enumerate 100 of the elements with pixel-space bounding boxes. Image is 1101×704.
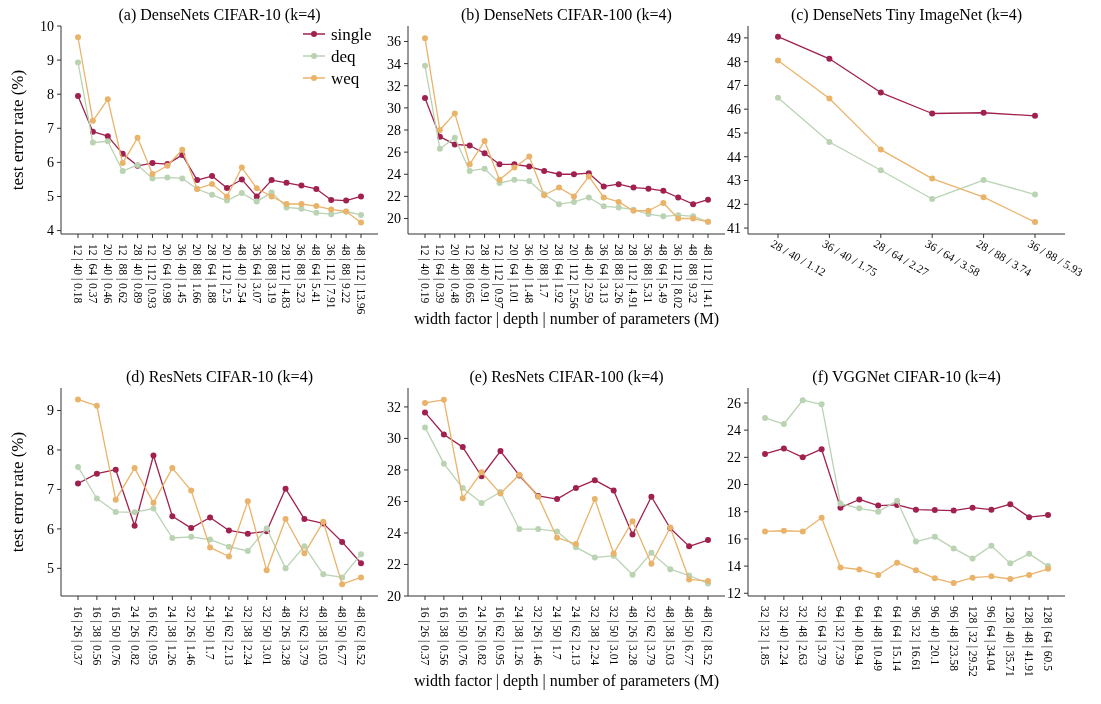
y-tick-label: 30: [387, 431, 401, 447]
y-tick-label: 20: [387, 588, 401, 604]
y-tick-label: 42: [727, 197, 741, 213]
y-tick-label: 32: [387, 399, 401, 415]
x-tick-label: 32 | 50 | 3.01: [606, 606, 620, 666]
x-axis-title: width factor | depth | number of parameters (M): [414, 672, 719, 690]
y-tick-label: 20: [387, 211, 401, 227]
x-tick-label: 48 | 40 | 2.54: [234, 244, 248, 304]
legend-label: deq: [331, 46, 357, 66]
x-tick-label: 28 | 88 | 3.26: [611, 244, 625, 304]
x-tick-label: 28 | 112 | 4.91: [626, 244, 640, 309]
y-tick-label: 41: [727, 220, 741, 236]
x-tick-label: 12 | 64 | 0.37: [85, 244, 99, 304]
x-tick-label: 32 | 62 | 3.79: [297, 606, 311, 666]
y-tick-label: 5: [47, 561, 54, 577]
y-tick-label: 20: [727, 477, 741, 493]
x-tick-label: 16 | 26 | 0.37: [70, 606, 84, 666]
x-tick-label: 48 | 64 | 5.41: [309, 244, 323, 304]
y-tick-label: 8: [47, 442, 54, 458]
y-tick-label: 48: [727, 54, 741, 70]
x-tick-label: 64 | 64 | 15.14: [890, 606, 904, 672]
x-tick-label: 20 | 88 | 1.7: [537, 244, 551, 298]
x-axis-title: width factor | depth | number of parameters (M): [414, 310, 719, 328]
y-axis-title: test error rate (%): [8, 431, 27, 553]
x-tick-label: 48 | 26 | 3.28: [625, 606, 639, 666]
x-tick-label: 64 | 40 | 8.94: [852, 606, 866, 666]
y-tick-label: 28: [387, 462, 401, 478]
x-tick-label: 48 | 88 | 9.22: [339, 244, 353, 304]
x-tick-label: 28 | 40 | 0.89: [130, 244, 144, 304]
chart-title: (f) VGGNet CIFAR-10 (k=4): [812, 368, 1001, 386]
x-tick-label: 48 | 50 | 6.77: [682, 606, 696, 666]
x-tick-label: 48 | 38 | 5.03: [663, 606, 677, 666]
x-tick-label: 96 | 40 | 20.1: [927, 606, 941, 666]
x-tick-label: 36 | 40 | 1.45: [175, 244, 189, 304]
x-tick-label: 48 | 88 | 9.32: [686, 244, 700, 304]
legend-label: weq: [331, 68, 360, 88]
x-tick-label: 128 | 32 | 29.52: [965, 606, 979, 677]
x-tick-label: 16 | 38 | 0.56: [89, 606, 103, 666]
y-tick-label: 14: [727, 558, 741, 574]
x-tick-label: 24 | 26 | 0.82: [474, 606, 488, 666]
x-tick-label: 36 | 88 | 5.31: [641, 244, 655, 304]
y-tick-label: 32: [387, 78, 401, 94]
x-tick-label: 32 | 38 | 2.24: [240, 606, 254, 666]
x-tick-label: 64 | 32 | 7.39: [833, 606, 847, 666]
y-tick-label: 44: [727, 149, 741, 165]
x-tick-label: 20 | 40 | 0.46: [100, 244, 114, 304]
y-tick-label: 22: [387, 189, 401, 205]
y-tick-label: 49: [727, 30, 741, 46]
x-tick-label: 20 | 88 | 1.66: [190, 244, 204, 304]
x-tick-label: 32 | 50 | 3.01: [259, 606, 273, 666]
x-tick-label: 16 | 38 | 0.56: [436, 606, 450, 666]
chart-title: (c) DenseNets Tiny ImageNet (k=4): [790, 6, 1023, 24]
x-tick-label: 20 | 64 | 1.01: [507, 244, 521, 304]
x-tick-label: 48 | 38 | 5.03: [316, 606, 330, 666]
y-tick-label: 47: [727, 78, 741, 94]
x-tick-label: 24 | 50 | 1.7: [203, 606, 217, 660]
y-tick-label: 46: [727, 102, 741, 118]
x-tick-label: 12 | 40 | 0.19: [417, 244, 431, 304]
chart-title: (a) DenseNets CIFAR-10 (k=4): [118, 6, 321, 24]
x-tick-label: 128 | 40 | 35.71: [1003, 606, 1017, 677]
x-tick-label: 36 | 64 | 3.13: [596, 244, 610, 304]
x-tick-label: 16 | 62 | 0.95: [146, 606, 160, 666]
y-tick-label: 16: [727, 531, 741, 547]
x-tick-label: 64 | 48 | 10.49: [871, 606, 885, 672]
y-tick-label: 10: [40, 18, 54, 34]
y-tick-label: 12: [727, 586, 741, 602]
x-tick-label: 48 | 112 | 13.96: [353, 244, 367, 315]
x-tick-label: 12 | 64 | 0.39: [432, 244, 446, 304]
y-axis-title: test error rate (%): [8, 69, 27, 191]
x-tick-label: 32 | 48 | 2.63: [795, 606, 809, 666]
x-tick-label: 16 | 50 | 0.76: [455, 606, 469, 666]
y-tick-label: 24: [727, 423, 741, 439]
y-tick-label: 22: [387, 557, 401, 573]
x-tick-label: 48 | 64 | 5.49: [656, 244, 670, 304]
y-tick-label: 22: [727, 450, 741, 466]
x-tick-label: 24 | 62 | 2.13: [221, 606, 235, 666]
y-tick-label: 7: [47, 482, 54, 498]
y-tick-label: 26: [727, 395, 741, 411]
y-tick-label: 8: [47, 87, 54, 103]
y-tick-label: 18: [727, 504, 741, 520]
x-tick-label: 36 | 40 | 1.48: [522, 244, 536, 304]
y-tick-label: 5: [47, 189, 54, 205]
x-tick-label: 48 | 50 | 6.77: [335, 606, 349, 666]
x-tick-label: 12 | 88 | 0.62: [115, 244, 129, 304]
x-tick-label: 48 | 62 | 8.52: [700, 606, 714, 666]
y-tick-label: 45: [727, 125, 741, 141]
y-tick-label: 4: [47, 223, 54, 239]
x-tick-label: 32 | 26 | 1.46: [531, 606, 545, 666]
y-tick-label: 36: [387, 34, 401, 50]
x-tick-label: 36 | 112 | 8.02: [671, 244, 685, 309]
x-tick-label: 20 | 64 | 0.98: [160, 244, 174, 304]
x-tick-label: 12 | 112 | 0.93: [145, 244, 159, 309]
chart-title: (d) ResNets CIFAR-10 (k=4): [126, 368, 313, 386]
x-tick-label: 24 | 38 | 1.26: [512, 606, 526, 666]
y-tick-label: 9: [47, 53, 54, 68]
x-tick-label: 32 | 40 | 2.24: [776, 606, 790, 666]
x-tick-label: 96 | 48 | 23.58: [946, 606, 960, 672]
x-tick-label: 16 | 50 | 0.76: [108, 606, 122, 666]
y-tick-label: 6: [47, 521, 54, 537]
x-tick-label: 24 | 38 | 1.26: [165, 606, 179, 666]
